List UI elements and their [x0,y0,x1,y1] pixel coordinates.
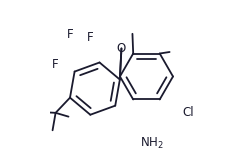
Text: F: F [67,28,73,41]
Text: F: F [52,58,58,71]
Text: O: O [117,42,126,55]
Text: Cl: Cl [182,106,194,119]
Text: NH$_2$: NH$_2$ [140,136,164,152]
Text: F: F [87,31,94,44]
